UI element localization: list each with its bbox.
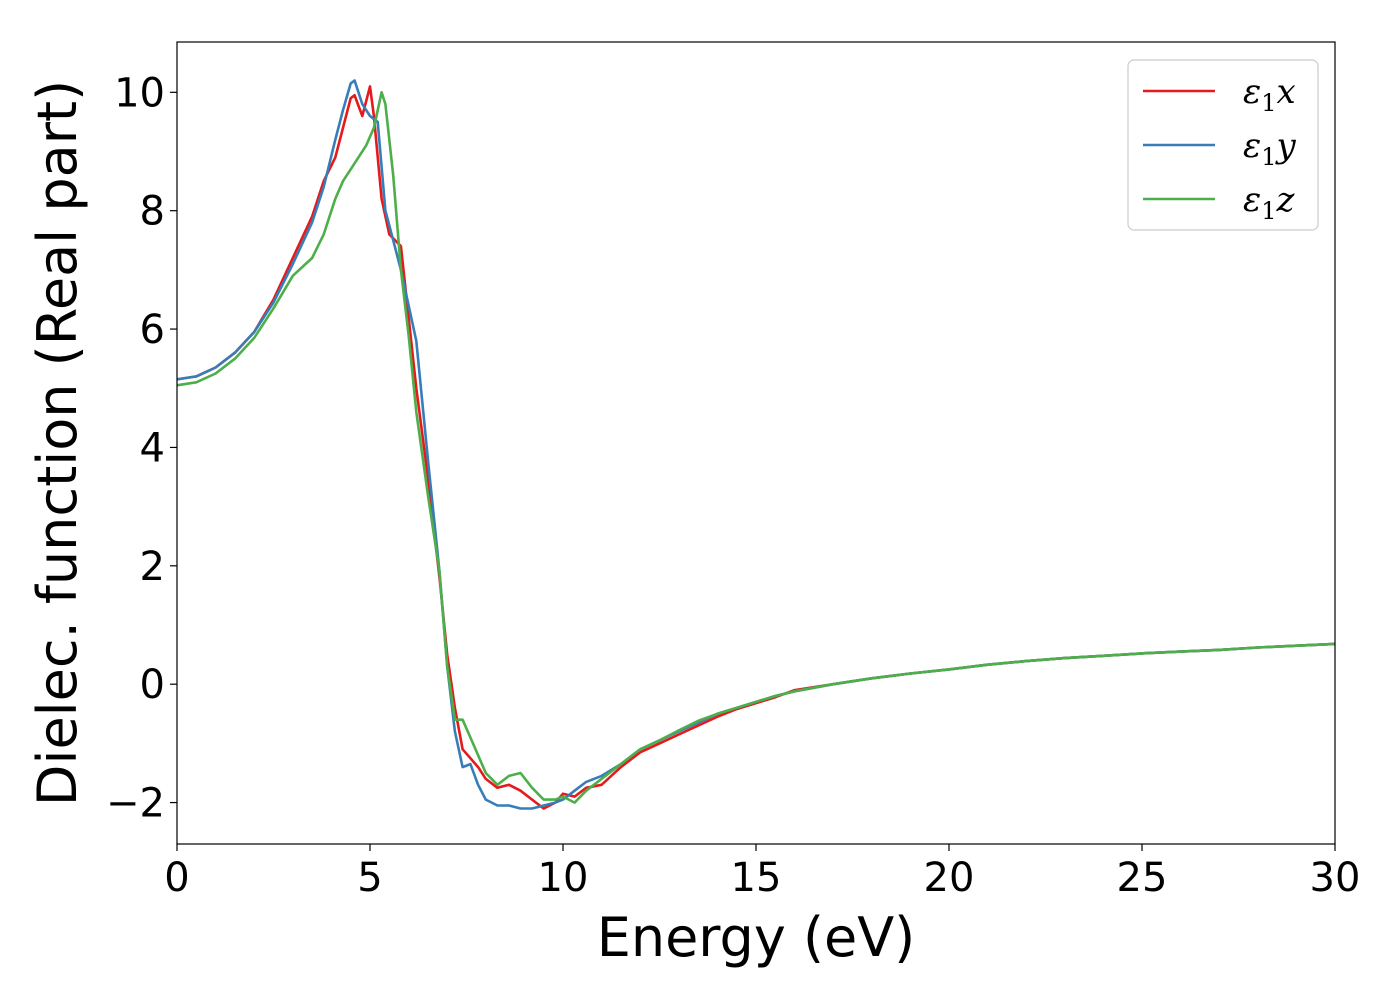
legend-label-tail: y	[1275, 126, 1297, 166]
x-tick-label: 20	[924, 855, 975, 901]
x-tick-label: 15	[731, 855, 782, 901]
legend-label-sub: 1	[1261, 143, 1276, 171]
legend-label-main: ε	[1243, 126, 1261, 166]
y-tick-label: 4	[140, 425, 165, 471]
legend-box	[1127, 59, 1319, 231]
legend-label-sub: 1	[1261, 89, 1276, 117]
legend-label: ε1y	[1243, 126, 1297, 171]
y-tick-label: 0	[140, 662, 165, 708]
legend-label: ε1x	[1243, 72, 1296, 117]
legend-label-tail: x	[1277, 72, 1296, 112]
x-tick-label: 25	[1117, 855, 1168, 901]
y-tick-label: 6	[140, 307, 165, 353]
x-tick-label: 5	[357, 855, 382, 901]
x-axis-label: Energy (eV)	[597, 906, 916, 969]
x-tick-label: 30	[1310, 855, 1361, 901]
series-line-z	[176, 91, 1336, 804]
y-tick-label: −2	[106, 781, 165, 827]
x-tick-label: 10	[538, 855, 589, 901]
x-tick-label: 0	[164, 855, 189, 901]
series-layer	[176, 79, 1336, 810]
legend-label-sub: 1	[1261, 197, 1276, 225]
legend-label-main: ε	[1243, 180, 1261, 220]
y-tick-label: 2	[140, 544, 165, 590]
y-tick-label: 10	[114, 70, 165, 116]
y-axis: −2 0 2 4 6 8 10	[106, 70, 177, 827]
x-axis: 0 5 10 15 20 25 30	[164, 844, 1360, 901]
legend-label-tail: z	[1276, 180, 1296, 220]
y-tick-label: 8	[140, 189, 165, 235]
legend-label-main: ε	[1243, 72, 1261, 112]
y-axis-label: Dielec. function (Real part)	[26, 80, 89, 806]
legend-label: ε1z	[1243, 180, 1296, 225]
